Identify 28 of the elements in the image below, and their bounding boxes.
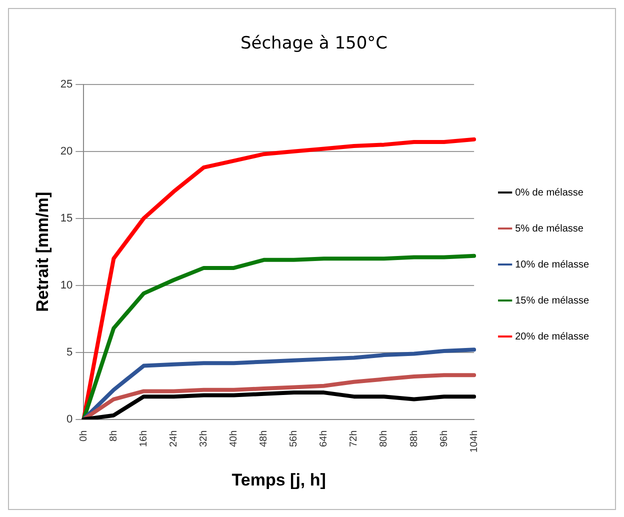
x-tick-label: 32h (198, 430, 210, 448)
y-tick-label: 0 (66, 413, 73, 426)
y-tick-label: 25 (60, 78, 73, 90)
x-axis-title: Temps [j, h] (232, 470, 326, 490)
y-tick-label: 10 (60, 279, 73, 292)
x-tick-label: 0h (78, 430, 90, 442)
y-tick-label: 20 (60, 145, 73, 158)
x-tick-label: 48h (258, 430, 270, 448)
x-tick-label: 24h (168, 430, 180, 448)
x-tick-label: 8h (108, 430, 120, 442)
x-tick-label: 80h (378, 430, 390, 448)
y-tick-label: 5 (66, 346, 73, 358)
legend-label: 15% de mélasse (515, 295, 590, 306)
chart-title: Séchage à 150°C (240, 34, 388, 54)
x-tick-label: 72h (348, 430, 360, 448)
x-tick-label: 96h (438, 430, 450, 448)
x-tick-label: 104h (468, 430, 480, 453)
legend-label: 10% de mélasse (515, 259, 590, 270)
x-tick-label: 88h (408, 430, 420, 448)
x-tick-label: 56h (288, 430, 300, 448)
legend-label: 0% de mélasse (515, 187, 584, 198)
legend-label: 20% de mélasse (515, 331, 590, 342)
legend-label: 5% de mélasse (515, 223, 584, 234)
y-axis-title: Retrait [mm/m] (32, 192, 52, 312)
x-tick-label: 16h (138, 430, 150, 448)
x-tick-label: 64h (318, 430, 330, 448)
y-tick-label: 15 (60, 212, 73, 224)
x-tick-label: 40h (228, 430, 240, 448)
